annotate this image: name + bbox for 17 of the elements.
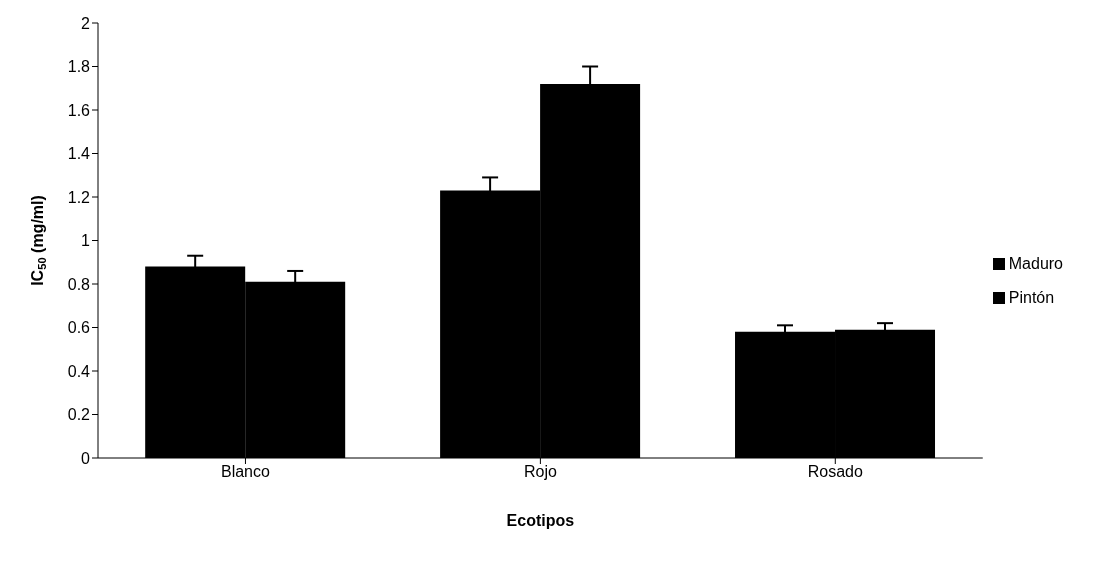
y-tick-label: 0 (81, 449, 91, 467)
x-tick-label: Blanco (221, 463, 271, 481)
y-tick-label: 1 (81, 232, 91, 250)
y-tick-label: 1.4 (67, 145, 91, 163)
legend-label: Maduro (1008, 254, 1063, 272)
x-tick-label: Rojo (523, 463, 557, 481)
y-tick-label: 0.6 (67, 319, 91, 337)
y-tick-label: 0.2 (67, 406, 91, 424)
y-tick-label: 0.8 (67, 275, 91, 293)
y-tick-label: 1.6 (67, 101, 91, 119)
x-tick-label: Rosado (807, 463, 863, 481)
y-tick-label: 1.2 (67, 188, 91, 206)
y-tick-label: 1.8 (67, 58, 91, 76)
y-tick-label: 2 (81, 14, 91, 32)
legend-label: Pintón (1008, 288, 1055, 306)
y-tick-label: 0.4 (67, 362, 91, 380)
x-axis-title: Ecotipos (506, 512, 575, 529)
